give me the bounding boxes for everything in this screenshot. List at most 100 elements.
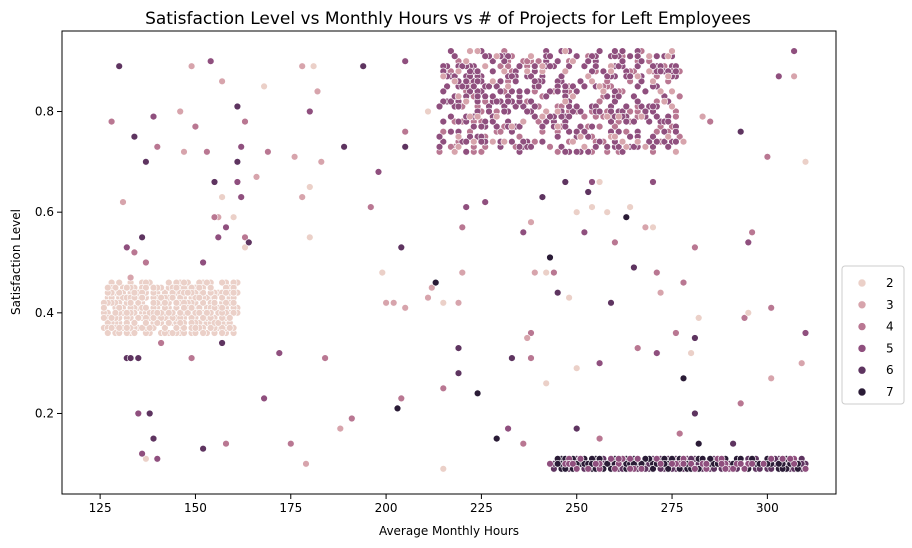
data-point	[740, 314, 749, 322]
data-point	[519, 228, 527, 237]
data-point-low-hours-low-satisfaction	[218, 278, 226, 287]
data-point-high-hours-high-satisfaction	[504, 97, 512, 106]
x-axis-label: Average Monthly Hours	[379, 524, 519, 538]
data-point-high-hours-high-satisfaction	[614, 128, 623, 136]
data-point	[252, 173, 261, 181]
data-point-low-hours-low-satisfaction	[199, 329, 207, 337]
data-point-high-hours-high-satisfaction	[435, 143, 444, 151]
data-point-high-hours-high-satisfaction	[534, 57, 543, 65]
data-point-low-hours-low-satisfaction	[180, 304, 188, 312]
data-point	[313, 87, 322, 96]
x-axis: 125 150 175 200 225 250 275 300	[89, 494, 779, 515]
data-point-high-hours-high-satisfaction	[546, 143, 554, 151]
data-point-low-hours-low-satisfaction	[191, 324, 200, 332]
data-point-high-hours-high-satisfaction	[618, 57, 627, 65]
data-point-high-hours-high-satisfaction	[462, 97, 470, 106]
data-point-high-hours-high-satisfaction	[607, 107, 615, 116]
data-point	[191, 122, 200, 131]
data-point	[462, 203, 470, 211]
data-point-high-hours-high-satisfaction	[569, 138, 577, 146]
data-point-low-hours-low-satisfaction	[130, 319, 139, 327]
data-point-high-hours-high-satisfaction	[454, 67, 463, 76]
data-point-high-hours-high-satisfaction	[664, 72, 672, 81]
data-point-high-hours-high-satisfaction	[653, 112, 661, 121]
data-point	[706, 117, 714, 126]
data-point-high-hours-high-satisfaction	[645, 52, 653, 60]
data-point	[611, 238, 619, 247]
data-point	[115, 62, 123, 70]
data-point	[565, 294, 573, 302]
data-point-low-hours-low-satisfaction	[176, 309, 184, 317]
data-point-high-hours-high-satisfaction	[553, 107, 562, 116]
data-point	[130, 133, 139, 141]
data-point	[378, 268, 386, 277]
data-point	[508, 354, 516, 362]
data-point-high-hours-high-satisfaction	[447, 128, 455, 136]
data-point	[775, 72, 783, 81]
data-point-high-hours-high-satisfaction	[485, 82, 493, 91]
data-point-high-hours-high-satisfaction	[622, 102, 630, 111]
data-point-high-hours-high-satisfaction	[454, 92, 463, 101]
data-point-high-hours-high-satisfaction	[454, 102, 463, 111]
data-point	[527, 218, 535, 226]
data-point-high-hours-high-satisfaction	[626, 107, 634, 116]
data-point-very-high-hours-low-satisfaction	[653, 455, 661, 463]
data-point-high-hours-high-satisfaction	[531, 77, 539, 86]
data-point-high-hours-high-satisfaction	[672, 138, 680, 146]
data-point	[691, 243, 699, 252]
data-point-low-hours-low-satisfaction	[184, 309, 192, 317]
data-point	[584, 188, 592, 196]
data-point-very-high-hours-low-satisfaction	[584, 465, 592, 473]
data-point-high-hours-high-satisfaction	[542, 107, 550, 116]
data-point	[641, 223, 650, 232]
data-point-low-hours-low-satisfaction	[126, 299, 135, 307]
data-point	[241, 233, 249, 242]
data-point-high-hours-high-satisfaction	[630, 92, 638, 101]
data-point	[149, 434, 158, 443]
y-tick-label: 0.2	[35, 406, 54, 420]
data-point-high-hours-high-satisfaction	[675, 92, 684, 101]
data-point	[653, 349, 661, 357]
data-point-high-hours-high-satisfaction	[580, 128, 589, 136]
data-point-low-hours-low-satisfaction	[195, 309, 204, 317]
data-point	[763, 153, 772, 161]
data-point-high-hours-high-satisfaction	[542, 117, 550, 126]
data-point	[321, 354, 329, 362]
data-point-high-hours-high-satisfaction	[668, 87, 676, 96]
data-point-low-hours-low-satisfaction	[153, 319, 162, 327]
data-point	[126, 354, 135, 362]
data-point-high-hours-high-satisfaction	[580, 112, 589, 121]
data-point-high-hours-high-satisfaction	[504, 62, 512, 70]
data-point-low-hours-low-satisfaction	[214, 319, 223, 327]
data-point-high-hours-high-satisfaction	[500, 57, 508, 65]
data-point-low-hours-low-satisfaction	[134, 299, 143, 307]
y-axis-label: Satisfaction Level	[9, 209, 23, 315]
data-point	[187, 354, 196, 362]
data-point	[744, 309, 752, 317]
data-point-high-hours-high-satisfaction	[641, 107, 650, 116]
data-point	[736, 128, 745, 136]
x-tick-label: 175	[279, 501, 302, 515]
data-point	[149, 112, 158, 121]
data-point-low-hours-low-satisfaction	[138, 324, 146, 332]
data-point-very-high-hours-low-satisfaction	[664, 465, 672, 473]
data-point-very-high-hours-low-satisfaction	[603, 460, 611, 468]
data-point-low-hours-low-satisfaction	[226, 314, 234, 322]
data-point-high-hours-high-satisfaction	[588, 52, 596, 60]
data-point	[595, 359, 604, 367]
data-point-high-hours-high-satisfaction	[672, 128, 680, 136]
data-point-low-hours-low-satisfaction	[172, 299, 181, 307]
data-point-high-hours-high-satisfaction	[439, 97, 447, 106]
data-point-high-hours-high-satisfaction	[595, 107, 604, 116]
data-point-low-hours-low-satisfaction	[149, 299, 158, 307]
data-point-high-hours-high-satisfaction	[656, 87, 665, 96]
data-point-low-hours-low-satisfaction	[203, 278, 211, 287]
data-point-high-hours-high-satisfaction	[462, 138, 470, 146]
data-point	[309, 62, 318, 70]
data-point	[572, 424, 581, 433]
data-point-high-hours-high-satisfaction	[515, 133, 524, 141]
data-point-low-hours-low-satisfaction	[180, 278, 188, 287]
data-point-low-hours-low-satisfaction	[123, 284, 131, 292]
data-point-high-hours-high-satisfaction	[653, 128, 661, 136]
data-point	[633, 344, 642, 352]
